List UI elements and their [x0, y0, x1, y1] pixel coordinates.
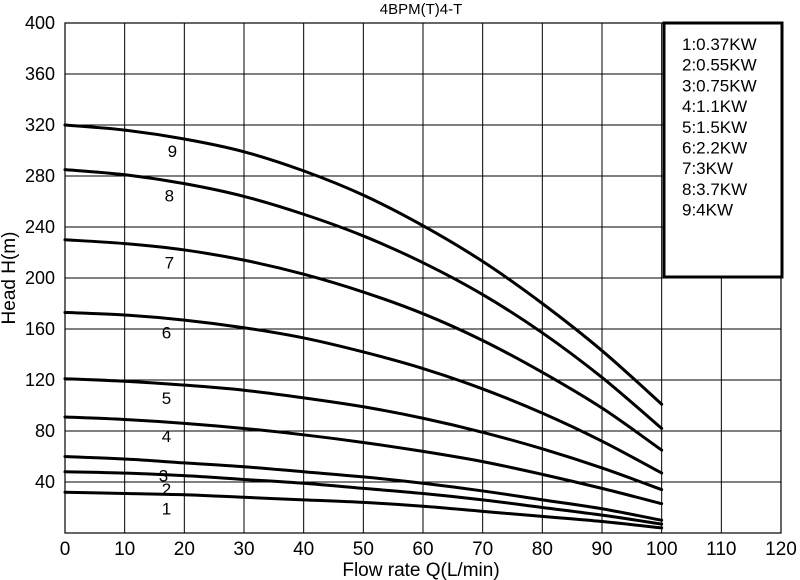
y-tick-label-120: 120	[25, 370, 55, 390]
curve-label-2: 2	[162, 480, 171, 499]
y-tick-label-360: 360	[25, 64, 55, 84]
x-tick-label-20: 20	[174, 539, 195, 560]
curve-1	[63, 490, 664, 530]
x-tick-label-60: 60	[412, 539, 433, 560]
x-tick-label-70: 70	[472, 539, 493, 560]
legend-item-8: 8:3.7KW	[682, 180, 747, 199]
curve-label-5: 5	[162, 389, 171, 408]
x-tick-label-110: 110	[706, 539, 736, 560]
legend-item-7: 7:3KW	[682, 159, 733, 178]
curve-labels: 123 4 5 6 7 8 9	[159, 142, 177, 518]
legend-item-4: 4:1.1KW	[682, 97, 747, 116]
x-tick-label-10: 10	[114, 539, 135, 560]
x-axis-label: Flow rate Q(L/min)	[342, 560, 499, 580]
y-tick-label-160: 160	[25, 319, 55, 339]
legend-box	[662, 21, 784, 279]
x-tick-label-30: 30	[233, 539, 254, 560]
y-tick-label-280: 280	[25, 166, 55, 186]
x-tick-label-40: 40	[293, 539, 314, 560]
curve-label-8: 8	[165, 186, 174, 205]
legend-item-5: 5:1.5KW	[682, 118, 747, 137]
legend-item-1: 1:0.37KW	[682, 35, 757, 54]
curve-9	[63, 123, 664, 406]
curve-3	[63, 455, 664, 522]
y-tick-labels: 40 80 120 160 200 240 280 320 360 400	[25, 13, 55, 492]
curve-5	[63, 377, 664, 492]
x-tick-label-100: 100	[646, 539, 678, 560]
x-tick-labels: 0 10 20 30 40 50 60 70 80 90 100 110 120	[60, 539, 797, 560]
legend-item-6: 6:2.2KW	[682, 139, 747, 158]
curve-label-7: 7	[165, 253, 174, 272]
x-tick-label-0: 0	[60, 539, 71, 560]
curves	[63, 123, 664, 530]
curve-label-1: 1	[162, 499, 171, 518]
y-tick-label-40: 40	[35, 472, 55, 492]
chart-title: 4BPM(T)4-T	[380, 1, 463, 18]
x-tick-label-90: 90	[591, 539, 612, 560]
x-tick-label-80: 80	[532, 539, 553, 560]
curve-label-9: 9	[168, 142, 177, 161]
y-tick-label-80: 80	[35, 421, 55, 441]
legend-item-9: 9:4KW	[682, 201, 733, 220]
x-tick-label-120: 120	[765, 539, 797, 560]
x-tick-label-50: 50	[353, 539, 374, 560]
y-tick-label-400: 400	[25, 13, 55, 33]
curve-7	[63, 238, 664, 452]
curve-label-3: 3	[159, 467, 168, 486]
y-tick-label-320: 320	[25, 115, 55, 135]
curve-8	[63, 168, 664, 430]
curve-label-6: 6	[162, 324, 171, 343]
curve-label-4: 4	[162, 427, 171, 446]
curve-4	[63, 415, 664, 506]
legend-item-2: 2:0.55KW	[682, 56, 757, 75]
y-axis-label: Head H(m)	[0, 232, 20, 325]
legend-item-3: 3:0.75KW	[682, 76, 757, 95]
curve-6	[63, 310, 664, 475]
y-tick-label-200: 200	[25, 268, 55, 288]
y-tick-label-240: 240	[25, 217, 55, 237]
curve-2	[63, 470, 664, 526]
